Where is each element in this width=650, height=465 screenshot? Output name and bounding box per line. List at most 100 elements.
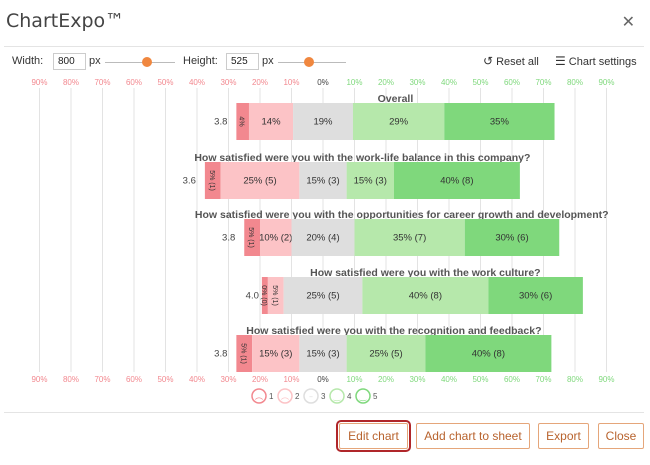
axis-tick-label-bottom: 70%	[94, 375, 110, 384]
axis-tick-label-top: 60%	[504, 78, 520, 87]
legend-face-icon	[329, 388, 345, 404]
width-label: Width:	[12, 55, 44, 67]
data-label: 15% (3)	[354, 176, 387, 187]
bar-segment	[260, 219, 292, 256]
reset-icon: ↺	[483, 54, 494, 68]
data-label: 25% (5)	[369, 349, 402, 360]
bar-segment	[444, 103, 555, 140]
axis-tick-label-top: 90%	[598, 78, 614, 87]
row-score: 3.8	[222, 233, 235, 244]
height-input[interactable]: 525	[226, 53, 259, 70]
axis-tick-label-bottom: 10%	[346, 375, 362, 384]
chart-settings-button[interactable]: ☰ Chart settings	[555, 54, 637, 68]
axis-tick-label-bottom: 80%	[63, 375, 79, 384]
legend-face-icon	[277, 388, 293, 404]
axis-tick-label-bottom: 20%	[252, 375, 268, 384]
axis-tick-label-bottom: 80%	[567, 375, 583, 384]
data-label: 40% (8)	[440, 176, 473, 187]
width-slider-track[interactable]	[105, 62, 175, 63]
axis-tick-label-top: 20%	[378, 78, 394, 87]
bar-segment	[261, 277, 268, 314]
export-button[interactable]: Export	[538, 423, 589, 449]
sliders-icon: ☰	[555, 54, 566, 68]
data-label: 40% (8)	[409, 291, 442, 302]
axis-tick-label-bottom: 0%	[317, 375, 329, 384]
legend-face-icon: ‿	[359, 392, 367, 401]
chart-settings-label: Chart settings	[568, 56, 637, 68]
data-label: 14%	[262, 117, 282, 128]
divider	[4, 412, 644, 413]
row-score: 3.8	[214, 117, 227, 128]
width-input[interactable]: 800	[53, 53, 86, 70]
legend-label: 4	[347, 392, 352, 401]
reset-all-button[interactable]: ↺ Reset all	[483, 54, 539, 68]
data-label: 35%	[490, 117, 510, 128]
axis-tick-label-top: 10%	[346, 78, 362, 87]
width-slider-handle[interactable]	[142, 57, 152, 67]
legend-face-icon: ︵	[281, 392, 289, 401]
data-label: 5% (1)	[271, 285, 278, 306]
dialog-titlebar: ChartExpo™ ✕	[0, 0, 650, 44]
likert-chart: 90%90%80%80%70%70%60%60%50%50%40%40%30%3…	[31, 78, 615, 404]
legend-face-icon	[251, 388, 267, 404]
axis-tick-label-bottom: 40%	[441, 375, 457, 384]
bar-segment	[244, 219, 260, 256]
axis-tick-label-bottom: 60%	[504, 375, 520, 384]
data-label: 29%	[389, 117, 409, 128]
data-label: 25% (5)	[306, 291, 339, 302]
bar-segment	[236, 103, 249, 140]
axis-tick-label-bottom: 50%	[157, 375, 173, 384]
data-label: 25% (5)	[243, 176, 276, 187]
axis-tick-label-top: 80%	[63, 78, 79, 87]
bar-segment	[299, 335, 347, 372]
data-label: 15% (3)	[259, 349, 292, 360]
data-label: 4%	[238, 116, 245, 126]
axis-tick-label-top: 70%	[535, 78, 551, 87]
row-score: 3.6	[183, 176, 196, 187]
bar-segment	[291, 219, 355, 256]
edit-chart-button[interactable]: Edit chart	[336, 420, 411, 452]
bar-segment	[346, 162, 394, 199]
bar-segment	[283, 277, 363, 314]
question-title: How satisfied were you with the recognit…	[246, 325, 541, 337]
bar-segment	[299, 162, 347, 199]
axis-tick-label-bottom: 20%	[378, 375, 394, 384]
data-label: 35% (7)	[393, 233, 426, 244]
add-chart-to-sheet-button[interactable]: Add chart to sheet	[416, 423, 530, 449]
axis-tick-label-bottom: 30%	[220, 375, 236, 384]
divider	[4, 46, 644, 47]
axis-tick-label-top: 10%	[283, 78, 299, 87]
data-label: 5% (1)	[239, 343, 246, 364]
bar-segment	[346, 335, 426, 372]
height-label: Height:	[183, 55, 218, 67]
legend-label: 5	[373, 392, 378, 401]
close-icon[interactable]: ✕	[621, 14, 635, 31]
bar-segment	[354, 219, 465, 256]
height-slider-handle[interactable]	[304, 57, 314, 67]
axis-tick-label-top: 60%	[126, 78, 142, 87]
data-label: 20% (4)	[306, 233, 339, 244]
close-button[interactable]: Close	[598, 423, 644, 449]
axis-tick-label-bottom: 30%	[409, 375, 425, 384]
axis-tick-label-bottom: 70%	[535, 375, 551, 384]
axis-tick-label-top: 30%	[220, 78, 236, 87]
data-label: 5% (1)	[208, 170, 215, 191]
axis-tick-label-bottom: 40%	[189, 375, 205, 384]
bar-segment	[393, 162, 520, 199]
data-label: 19%	[313, 117, 333, 128]
data-label: 0% (0)	[260, 285, 267, 306]
bar-segment	[267, 277, 284, 314]
data-label: 30% (6)	[495, 233, 528, 244]
bar-segment	[464, 219, 560, 256]
legend-face-icon: ︵	[255, 392, 263, 401]
legend-face-icon: ‿	[333, 392, 341, 401]
bar-segment	[293, 103, 353, 140]
bar-segment	[425, 335, 552, 372]
axis-tick-label-top: 30%	[409, 78, 425, 87]
bar-segment	[352, 103, 445, 140]
legend-face-icon: –	[309, 392, 313, 401]
question-title: How satisfied were you with the opportun…	[195, 209, 609, 221]
bar-segment	[236, 335, 253, 372]
bar-segment	[248, 103, 294, 140]
axis-tick-label-top: 40%	[441, 78, 457, 87]
